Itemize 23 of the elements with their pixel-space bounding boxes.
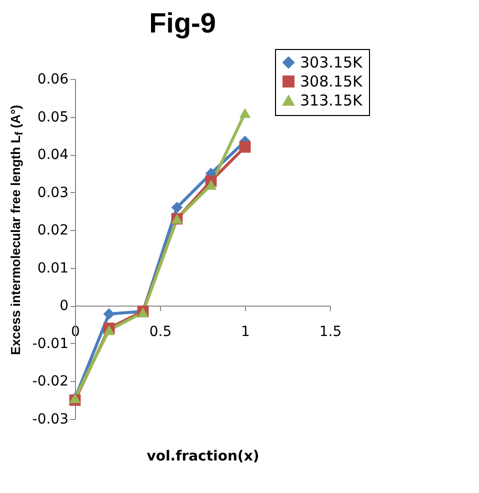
- chart-title: Fig-9: [148, 8, 216, 38]
- point: [170, 202, 182, 214]
- y-tick-label: 0.05: [36, 109, 68, 126]
- legend-label: 303.15K: [300, 54, 364, 72]
- x-tick-label: 1: [240, 324, 250, 340]
- x-axis-title: vol.fraction(x): [146, 448, 259, 464]
- y-tick-label: -0.02: [32, 374, 68, 390]
- legend-label: 313.15K: [300, 92, 364, 110]
- y-tick-label: 0: [59, 298, 68, 314]
- point: [102, 325, 114, 336]
- point: [238, 108, 250, 118]
- point: [102, 308, 114, 320]
- x-tick-label: 1.5: [318, 324, 342, 340]
- legend-label: 308.15K: [300, 72, 364, 90]
- x-tick-label: 0.5: [148, 324, 172, 340]
- y-tick-label: 0.01: [36, 260, 68, 276]
- y-tick-label: 0.02: [36, 222, 68, 239]
- y-tick-label: 0.06: [36, 72, 68, 88]
- point: [238, 141, 250, 153]
- y-tick-label: 0.03: [36, 184, 68, 201]
- y-tick-label: -0.03: [32, 412, 68, 428]
- y-tick-label: 0.04: [36, 147, 68, 164]
- y-tick-label: -0.01: [32, 336, 68, 352]
